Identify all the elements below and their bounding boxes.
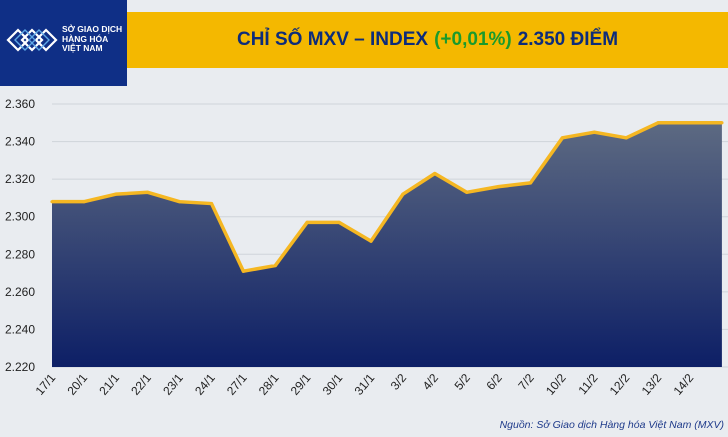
data-point-30-1 xyxy=(337,220,341,224)
x-tick-label: 21/1 xyxy=(96,371,122,398)
data-point-7-2 xyxy=(528,181,533,185)
data-point-21-1 xyxy=(114,192,118,196)
x-tick-label: 11/2 xyxy=(575,371,600,397)
data-point-28-1 xyxy=(273,263,277,268)
y-tick-label: 2.340 xyxy=(5,135,35,149)
x-tick-label: 24/1 xyxy=(192,371,218,398)
x-tick-label: 13/2 xyxy=(639,371,665,398)
x-tick-label: 31/1 xyxy=(352,371,378,398)
title-main: CHỈ SỐ MXV – INDEX xyxy=(236,29,429,50)
y-tick-label: 2.280 xyxy=(5,247,35,261)
logo-line-2: HÀNG HÓA xyxy=(62,33,109,44)
x-tick-label: 17/1 xyxy=(33,371,59,398)
data-points xyxy=(50,121,724,273)
x-tick-label: 7/2 xyxy=(515,371,537,393)
x-axis-ticks: 17/1 20/1 21/1 22/1 23/1 24/1 27/1 28/1 29/1 30/1… xyxy=(33,371,697,398)
x-tick-label: 14/2 xyxy=(671,371,697,398)
x-tick-label: 4/2 xyxy=(420,371,442,393)
data-point-17-1 xyxy=(50,200,54,204)
data-point-31-1 xyxy=(369,239,373,243)
data-point-29-1 xyxy=(305,220,309,224)
y-tick-label: 2.320 xyxy=(5,172,35,186)
index-line xyxy=(52,121,722,273)
x-tick-label: 5/2 xyxy=(452,371,474,393)
x-tick-label: 22/1 xyxy=(128,371,154,398)
x-tick-label: 29/1 xyxy=(288,371,314,398)
x-tick-label: 3/2 xyxy=(388,371,410,393)
x-tick-label: 23/1 xyxy=(160,371,186,398)
x-tick-label: 6/2 xyxy=(483,371,505,393)
y-tick-label: 2.360 xyxy=(5,97,35,111)
title-change: (+0,01%) xyxy=(434,29,512,50)
y-tick-label: 2.300 xyxy=(5,210,35,224)
data-point-23-1 xyxy=(178,200,182,204)
header: CHỈ SỐ MXV – INDEX (+0,01%) 2.350 ĐIỂM S… xyxy=(0,0,728,86)
data-point-3-2 xyxy=(401,192,405,196)
x-tick-label: 20/1 xyxy=(64,371,90,398)
title-band: CHỈ SỐ MXV – INDEX (+0,01%) 2.350 ĐIỂM xyxy=(127,12,728,68)
data-point-11-2 xyxy=(592,130,596,134)
x-tick-label: 10/2 xyxy=(543,371,569,398)
data-point-24-1 xyxy=(209,201,214,206)
data-point-4-2 xyxy=(433,171,437,176)
data-point-27-1 xyxy=(241,269,245,273)
title-value: 2.350 ĐIỂM xyxy=(517,29,619,50)
data-point-13-2 xyxy=(656,121,660,125)
data-point-22-1 xyxy=(146,190,150,194)
data-point-5-2 xyxy=(465,190,469,194)
index-area xyxy=(52,122,722,368)
x-tick-label: 27/1 xyxy=(224,371,250,398)
y-tick-label: 2.220 xyxy=(5,360,35,374)
source-note: Nguồn: Sở Giao dịch Hàng hóa Việt Nam (M… xyxy=(499,419,724,431)
x-tick-label: 12/2 xyxy=(607,371,633,398)
logo-line-1: SỞ GIAO DỊCH xyxy=(62,24,123,34)
data-point-17-2 xyxy=(720,121,724,125)
chart-title: CHỈ SỐ MXV – INDEX (+0,01%) 2.350 ĐIỂM xyxy=(127,12,728,68)
logo-mark-icon xyxy=(6,28,58,52)
data-point-14-2 xyxy=(688,121,692,125)
x-tick-label: 30/1 xyxy=(320,371,346,398)
logo-line-3: VIỆT NAM xyxy=(62,43,103,53)
data-point-10-2 xyxy=(560,136,565,140)
data-point-20-1 xyxy=(82,200,86,204)
data-point-6-2 xyxy=(497,185,501,189)
logo: SỞ GIAO DỊCH HÀNG HÓA VIỆT NAM xyxy=(0,0,127,86)
x-tick-label: 28/1 xyxy=(256,371,282,398)
y-tick-label: 2.260 xyxy=(5,285,35,299)
logo-text: SỞ GIAO DỊCH HÀNG HÓA VIỆT NAM xyxy=(62,24,126,54)
y-tick-label: 2.240 xyxy=(5,322,35,336)
y-axis-ticks: 2.220 2.240 2.260 2.280 2.300 2.320 2.340 2.360 xyxy=(5,97,35,374)
data-point-12-2 xyxy=(624,136,628,140)
